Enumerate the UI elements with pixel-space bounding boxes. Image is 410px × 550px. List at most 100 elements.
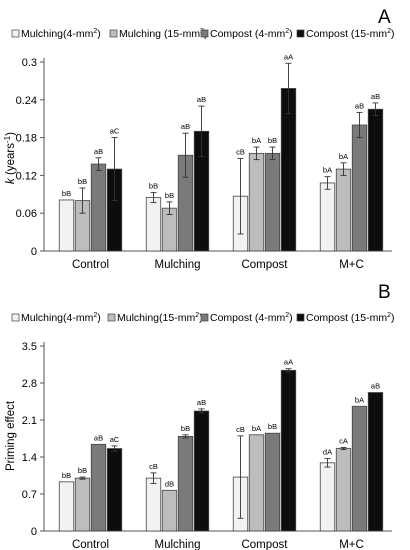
legend-a: Mulching(4-mm2)Mulching (15-mm2)Compost … bbox=[11, 28, 395, 40]
bar bbox=[335, 448, 352, 532]
y-tick-label: 0.3 bbox=[22, 57, 37, 69]
significance-label: bB bbox=[268, 422, 277, 431]
bar bbox=[264, 152, 281, 252]
bars-a: bB bB aB aC bB bB aB aB cB bA bB aA bA bA aB aB bbox=[58, 52, 384, 252]
significance-label: bB bbox=[268, 136, 277, 145]
y-tick-label: 3.5 bbox=[22, 341, 37, 353]
significance-label: aC bbox=[110, 127, 120, 136]
legend-swatch bbox=[107, 313, 116, 322]
significance-label: cA bbox=[339, 436, 348, 445]
bar bbox=[145, 197, 162, 252]
y-tick-label: 0.12 bbox=[16, 170, 37, 182]
y-tick-label: 2.8 bbox=[22, 378, 37, 390]
significance-label: aB bbox=[355, 101, 364, 110]
panel-letter-b: B bbox=[378, 282, 391, 303]
legend-label: Compost (15-mm2) bbox=[306, 312, 395, 324]
legend-label: Mulching (15-mm2) bbox=[119, 28, 208, 40]
bar bbox=[367, 392, 384, 532]
significance-label: aB bbox=[181, 122, 190, 131]
category-label: Compost bbox=[241, 539, 288, 550]
significance-label: bB bbox=[165, 191, 174, 200]
bar bbox=[58, 481, 75, 532]
bar bbox=[280, 369, 297, 532]
bar bbox=[248, 152, 265, 252]
legend-label: Compost (4-mm2) bbox=[210, 28, 293, 40]
category-label: Control bbox=[72, 259, 109, 271]
significance-label: aB bbox=[94, 147, 103, 156]
significance-label: cB bbox=[236, 147, 245, 156]
significance-label: bA bbox=[355, 395, 364, 404]
legend-swatch bbox=[296, 29, 305, 38]
significance-label: dB bbox=[165, 479, 174, 488]
panel-letter-a: A bbox=[378, 7, 391, 28]
legend-label: Compost (15-mm2) bbox=[306, 28, 395, 40]
legend-swatch bbox=[200, 29, 209, 38]
y-tick-label: 1.4 bbox=[22, 452, 37, 464]
bar bbox=[248, 434, 265, 532]
panel-a: A Mulching(4-mm2)Mulching (15-mm2)Compos… bbox=[3, 7, 395, 271]
category-labels-a: Control Mulching Compost M+C bbox=[72, 259, 364, 271]
significance-label: bB bbox=[78, 466, 87, 475]
category-label: Mulching bbox=[154, 539, 200, 550]
bar bbox=[264, 432, 281, 532]
y-tick-label: 0.24 bbox=[16, 95, 37, 107]
bar bbox=[58, 199, 75, 252]
significance-label: cB bbox=[149, 462, 158, 471]
y-tick-label: 0.7 bbox=[22, 489, 37, 501]
legend-label: Mulching(4-mm2) bbox=[21, 28, 101, 40]
significance-label: cB bbox=[236, 425, 245, 434]
y-tick-label: 0 bbox=[31, 526, 37, 538]
legend-label: Mulching(15-mm2) bbox=[117, 312, 203, 324]
significance-label: aB bbox=[197, 398, 206, 407]
legend-swatch bbox=[109, 29, 118, 38]
significance-label: bA bbox=[252, 424, 261, 433]
significance-label: bB bbox=[62, 189, 71, 198]
legend-swatch bbox=[296, 313, 305, 322]
bar bbox=[335, 168, 352, 252]
legend-label: Mulching(4-mm2) bbox=[21, 312, 101, 324]
significance-label: aC bbox=[110, 435, 120, 444]
bar bbox=[351, 405, 368, 532]
bar bbox=[351, 124, 368, 252]
legend-swatch bbox=[200, 313, 209, 322]
legend-swatch bbox=[11, 29, 20, 38]
bars-b: bB bB aB aC cB dB bB aB cB bA bB aA dA cA bA aB bbox=[58, 358, 384, 532]
significance-label: aA bbox=[284, 358, 293, 367]
y-axis-label-b: Priming effect bbox=[5, 400, 17, 471]
bar bbox=[177, 435, 194, 532]
bar bbox=[319, 462, 336, 532]
significance-label: aA bbox=[284, 52, 293, 61]
significance-label: aB bbox=[371, 382, 380, 391]
bar bbox=[367, 108, 384, 252]
significance-label: aB bbox=[94, 433, 103, 442]
category-label: Control bbox=[72, 539, 109, 550]
bar bbox=[90, 163, 107, 252]
legend-swatch bbox=[11, 313, 20, 322]
legend-b: Mulching(4-mm2) Mulching(15-mm2) Compost (… bbox=[11, 312, 395, 324]
bar bbox=[193, 410, 210, 532]
category-label: M+C bbox=[339, 539, 364, 550]
panel-b: B Mulching(4-mm2) Mulching(15-mm2) Compost… bbox=[5, 282, 395, 550]
bar bbox=[145, 477, 162, 532]
y-tick-label: 0.06 bbox=[16, 208, 37, 220]
significance-label: bB bbox=[181, 424, 190, 433]
significance-label: aB bbox=[371, 92, 380, 101]
significance-label: dA bbox=[323, 448, 332, 457]
bar bbox=[90, 443, 107, 532]
significance-label: aB bbox=[197, 95, 206, 104]
legend-label: Compost (4-mm2) bbox=[210, 312, 293, 324]
significance-label: bB bbox=[78, 177, 87, 186]
significance-label: bB bbox=[62, 471, 71, 480]
bar bbox=[74, 477, 91, 532]
significance-label: bA bbox=[252, 136, 261, 145]
y-tick-label: 2.1 bbox=[22, 415, 37, 427]
y-tick-label: 0.18 bbox=[16, 133, 37, 145]
significance-label: bA bbox=[323, 166, 332, 175]
bar bbox=[161, 489, 178, 532]
category-label: Compost bbox=[241, 259, 288, 271]
category-label: Mulching bbox=[154, 259, 200, 271]
bar bbox=[319, 182, 336, 252]
category-labels-b: Control Mulching Compost M+C bbox=[72, 539, 364, 550]
y-axis-label-a: k (years-1) bbox=[3, 132, 17, 184]
